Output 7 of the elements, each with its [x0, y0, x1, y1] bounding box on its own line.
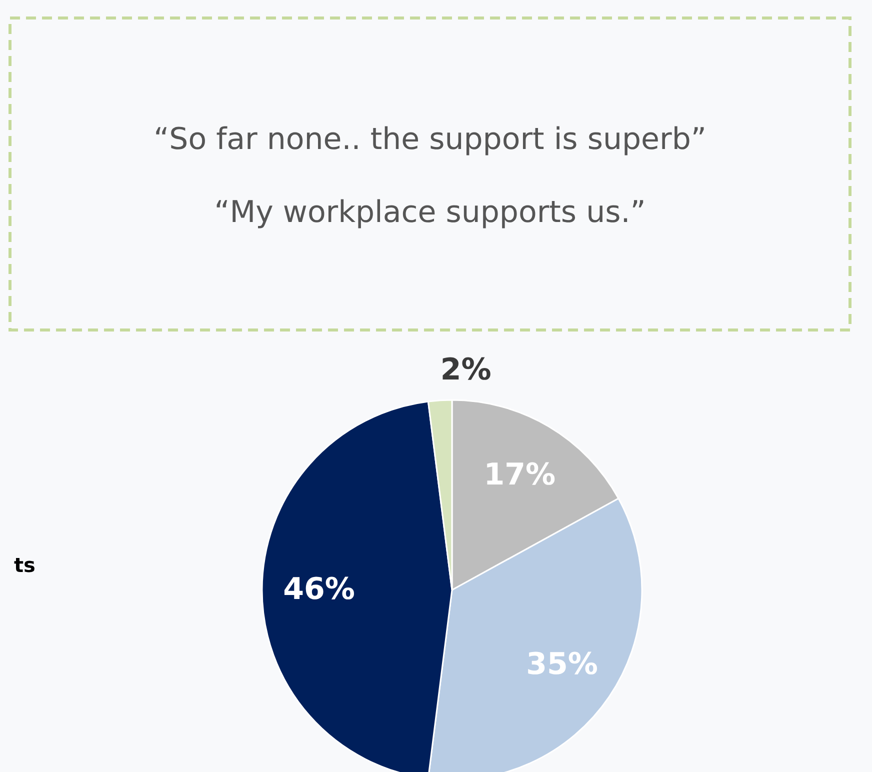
text: “So far none.. the support is superb”: [154, 122, 706, 157]
data-label: 35%: [526, 646, 598, 682]
text: ts: [14, 553, 36, 577]
text: “My workplace supports us.”: [214, 195, 646, 230]
data-label: 17%: [484, 458, 556, 493]
data-label: 2%: [440, 352, 492, 388]
data-label: 46%: [283, 572, 355, 607]
